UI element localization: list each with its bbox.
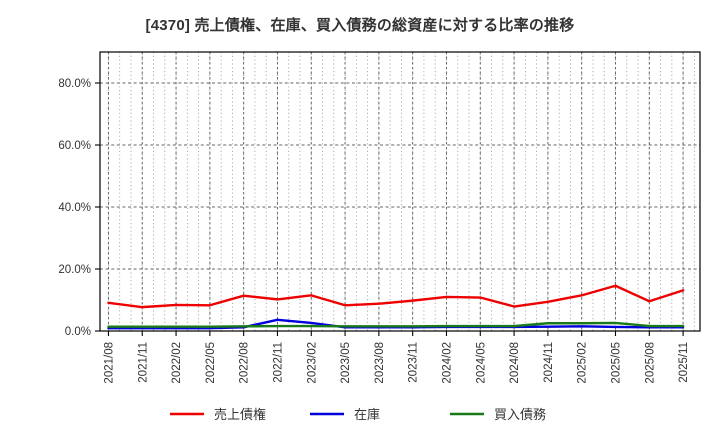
- x-tick-label: 2024/11: [543, 342, 555, 383]
- y-axis-ticks: 0.0% 20.0% 40.0% 60.0% 80.0%: [58, 78, 100, 338]
- y-tick-label: 20.0%: [58, 264, 91, 276]
- x-tick-label: 2024/05: [475, 342, 487, 384]
- grid-major-vertical: [107, 52, 684, 331]
- x-tick-label: 2023/11: [408, 342, 420, 383]
- x-tick-label: 2024/08: [509, 342, 521, 384]
- x-tick-label: 2022/05: [205, 342, 217, 384]
- grid-horizontal: [100, 82, 700, 270]
- x-tick-label: 2023/05: [340, 342, 352, 384]
- plot-border: [99, 51, 701, 332]
- x-tick-label: 2022/08: [239, 342, 251, 384]
- x-tick-label: 2022/02: [171, 342, 183, 384]
- chart-legend: 売上債権 在庫 買入債務: [170, 407, 546, 422]
- plot-frame: [99, 51, 701, 332]
- x-tick-label: 2025/11: [678, 342, 690, 383]
- y-tick-label: 0.0%: [65, 326, 91, 338]
- legend-label: 売上債権: [214, 407, 266, 422]
- x-tick-label: 2025/02: [577, 342, 589, 384]
- series-lines: [107, 284, 685, 330]
- x-tick-label: 2024/02: [441, 342, 453, 384]
- chart-title: [4370] 売上債権、在庫、買入債務の総資産に対する比率の推移: [145, 17, 575, 34]
- x-tick-label: 2022/11: [272, 342, 284, 383]
- x-tick-label: 2021/11: [137, 342, 149, 383]
- series-line: [107, 321, 685, 328]
- x-tick-label: 2023/02: [306, 342, 318, 384]
- series-line: [107, 284, 685, 309]
- legend-label: 買入債務: [494, 407, 546, 422]
- x-tick-label: 2021/08: [103, 342, 115, 384]
- x-tick-label: 2025/08: [644, 342, 656, 384]
- legend-label: 在庫: [354, 407, 380, 422]
- y-tick-label: 40.0%: [58, 202, 91, 214]
- y-tick-label: 60.0%: [58, 140, 91, 152]
- x-tick-label: 2025/05: [610, 342, 622, 384]
- x-axis-ticks: 2021/08 2021/11 2022/02 2022/05 2022/08 2022/…: [103, 331, 690, 384]
- x-tick-label: 2023/08: [374, 342, 386, 384]
- y-tick-label: 80.0%: [58, 78, 91, 90]
